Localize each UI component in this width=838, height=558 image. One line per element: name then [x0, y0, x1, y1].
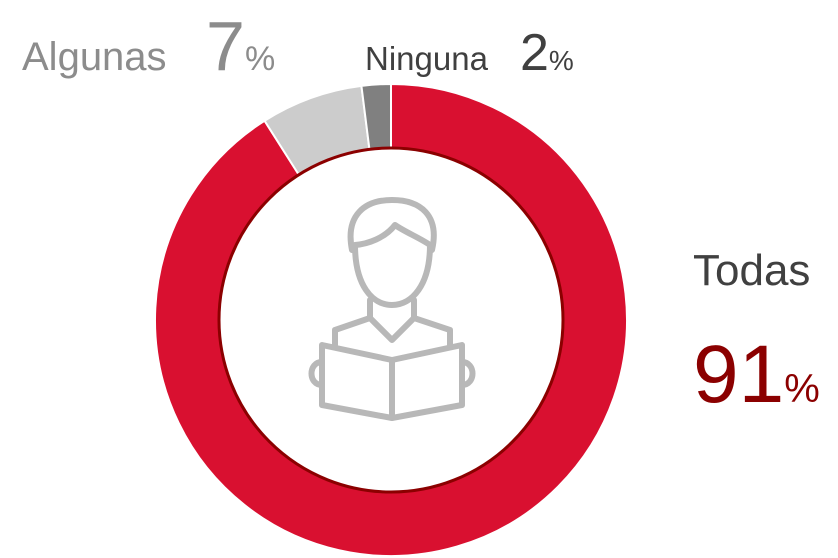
icon-collar [367, 315, 417, 343]
value-label: 7% [206, 7, 275, 85]
value-label: 91% [693, 329, 820, 420]
category-label: Algunas [22, 35, 167, 79]
icon-hand-left [308, 359, 325, 388]
inner-ring [217, 146, 565, 494]
icon-shoulder-right [411, 297, 453, 348]
category-label: Todas [693, 246, 810, 295]
reader-icon [308, 197, 476, 421]
icon-hair [347, 197, 437, 253]
category-label: Ninguna [365, 40, 489, 77]
icon-shoulder-left [332, 297, 373, 348]
icon-hand-right [459, 359, 476, 388]
value-label: 2% [520, 24, 574, 82]
icon-face [352, 222, 433, 308]
